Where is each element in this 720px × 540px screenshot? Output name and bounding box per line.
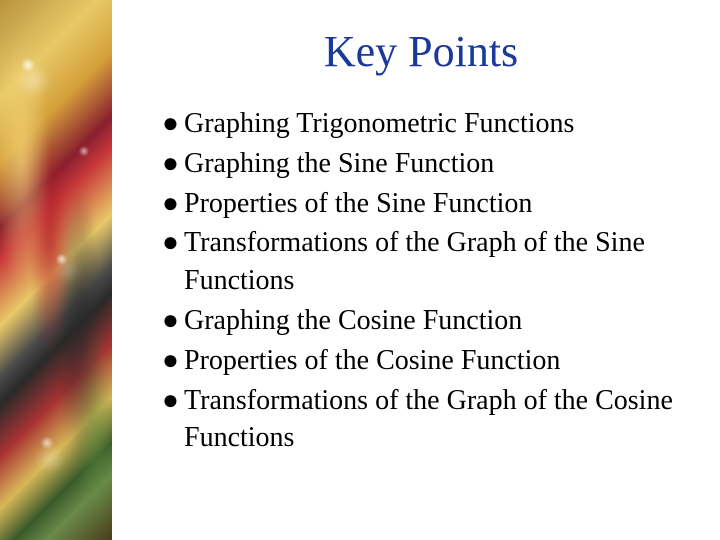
bullet-icon: ● xyxy=(160,185,184,223)
list-item: ●Graphing Trigonometric Functions xyxy=(160,105,690,143)
list-item-text: Transformations of the Graph of the Cosi… xyxy=(184,382,690,458)
list-item-text: Properties of the Sine Function xyxy=(184,185,690,223)
bullet-icon: ● xyxy=(160,145,184,183)
list-item: ●Graphing the Sine Function xyxy=(160,145,690,183)
list-item-text: Graphing the Cosine Function xyxy=(184,302,690,340)
bullet-icon: ● xyxy=(160,224,184,262)
decorative-sidebar-image xyxy=(0,0,112,540)
list-item: ●Properties of the Sine Function xyxy=(160,185,690,223)
list-item: ●Transformations of the Graph of the Cos… xyxy=(160,382,690,458)
list-item-text: Graphing the Sine Function xyxy=(184,145,690,183)
slide-title: Key Points xyxy=(152,26,690,77)
list-item: ●Transformations of the Graph of the Sin… xyxy=(160,224,690,300)
list-item: ●Graphing the Cosine Function xyxy=(160,302,690,340)
list-item-text: Properties of the Cosine Function xyxy=(184,342,690,380)
list-item-text: Transformations of the Graph of the Sine… xyxy=(184,224,690,300)
bullet-icon: ● xyxy=(160,302,184,340)
slide-content: Key Points ●Graphing Trigonometric Funct… xyxy=(112,0,720,540)
bullet-icon: ● xyxy=(160,105,184,143)
list-item-text: Graphing Trigonometric Functions xyxy=(184,105,690,143)
bullet-icon: ● xyxy=(160,382,184,420)
key-points-list: ●Graphing Trigonometric Functions●Graphi… xyxy=(152,105,690,457)
list-item: ●Properties of the Cosine Function xyxy=(160,342,690,380)
bullet-icon: ● xyxy=(160,342,184,380)
